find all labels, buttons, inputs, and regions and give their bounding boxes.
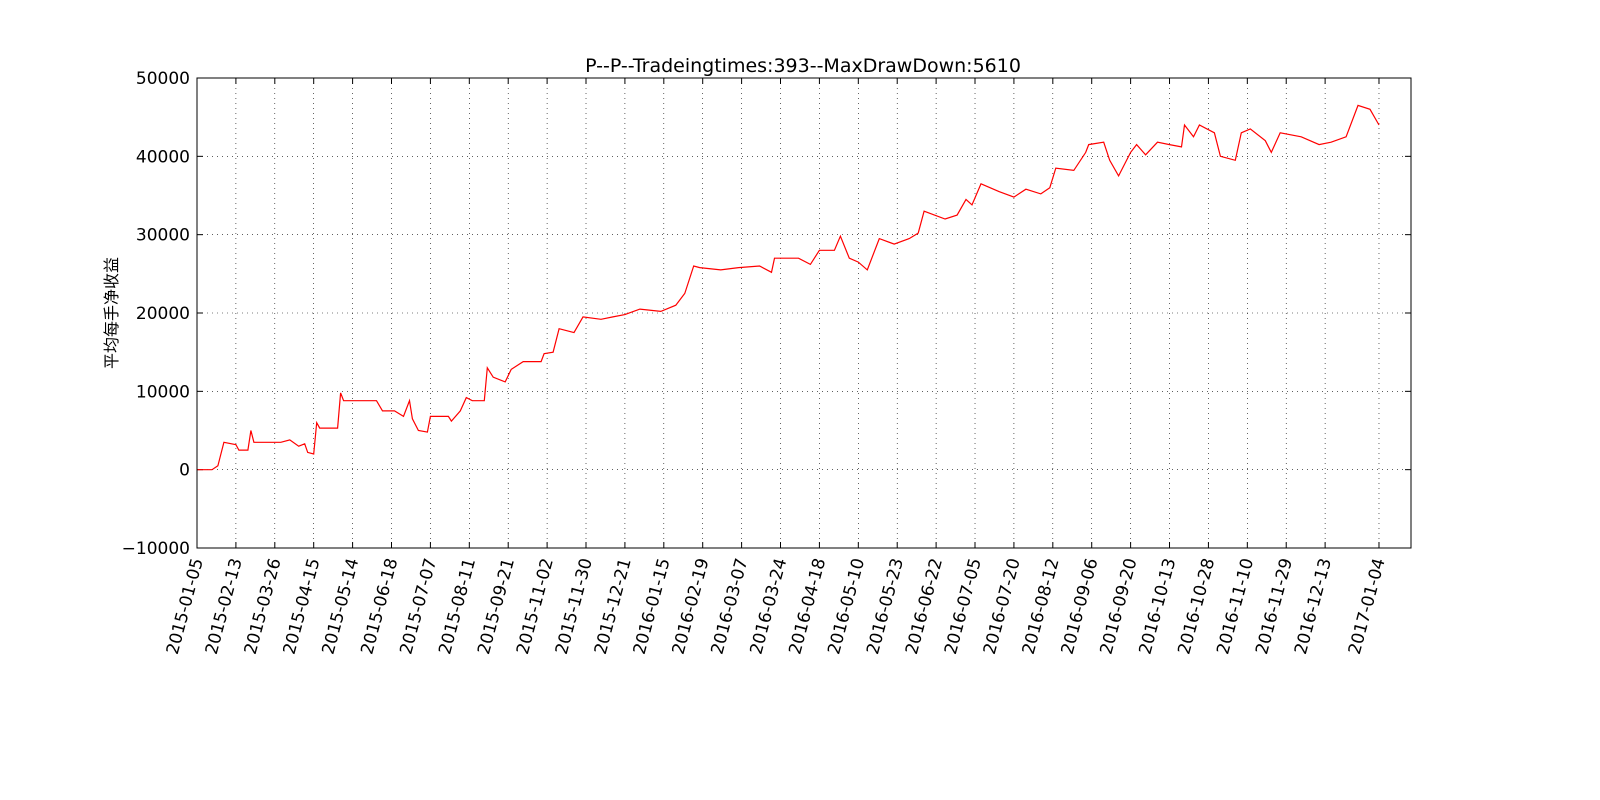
x-tick-label: 2016-11-29 (1252, 556, 1297, 657)
chart-title: P--P--Tradeingtimes:393--MaxDrawDown:561… (585, 55, 1021, 77)
data-line (197, 104, 1380, 471)
x-tick-label: 2016-04-18 (785, 556, 830, 657)
x-tick-label: 2015-03-26 (241, 556, 286, 657)
x-tick-label: 2016-08-12 (1019, 556, 1064, 657)
x-tick-label: 2015-07-07 (396, 556, 441, 657)
x-tick-label: 2017-01-04 (1345, 556, 1390, 657)
x-tick-label: 2016-05-23 (863, 556, 908, 657)
x-tick-label: 2016-09-06 (1058, 556, 1103, 657)
x-tick-label: 2016-09-20 (1097, 556, 1142, 657)
x-tick-label: 2015-11-30 (552, 556, 597, 657)
y-tick-label: −10000 (122, 539, 190, 559)
y-tick-label: 10000 (136, 382, 190, 402)
y-tick-label: 50000 (136, 69, 190, 89)
x-tick-label: 2016-03-07 (708, 556, 753, 657)
x-tick-label: 2016-07-20 (980, 556, 1025, 657)
y-tick-label: 0 (179, 461, 190, 481)
y-tick-label: 30000 (136, 226, 190, 246)
y-tick-label: 40000 (136, 147, 190, 167)
x-tick-label: 2016-12-13 (1291, 556, 1336, 657)
x-tick-label: 2016-05-10 (824, 556, 869, 657)
x-tick-label: 2015-04-15 (280, 556, 325, 657)
y-axis-label: 平均每手净收益 (102, 257, 121, 369)
x-tick-label: 2016-01-15 (630, 556, 675, 657)
x-tick-label: 2015-06-18 (357, 556, 402, 657)
x-tick-label: 2015-02-13 (202, 556, 247, 657)
x-tick-label: 2015-12-21 (591, 556, 636, 657)
x-tick-label: 2015-05-14 (319, 556, 364, 657)
plot-frame (196, 77, 1412, 549)
x-tick-label: 2016-02-19 (669, 556, 714, 657)
x-tick-label: 2015-11-02 (513, 556, 558, 657)
x-tick-label: 2016-07-05 (941, 556, 986, 657)
x-tick-label: 2016-03-24 (746, 556, 791, 657)
x-tick-label: 2016-10-28 (1174, 556, 1219, 657)
x-tick-label: 2016-06-22 (902, 556, 947, 657)
x-tick-label: 2015-09-21 (474, 556, 519, 657)
x-tick-label: 2016-10-13 (1135, 556, 1180, 657)
x-tick-label: 2015-01-05 (163, 556, 208, 657)
x-tick-label: 2016-11-10 (1213, 556, 1258, 657)
y-tick-label: 20000 (136, 304, 190, 324)
x-tick-label: 2015-08-11 (435, 556, 480, 657)
